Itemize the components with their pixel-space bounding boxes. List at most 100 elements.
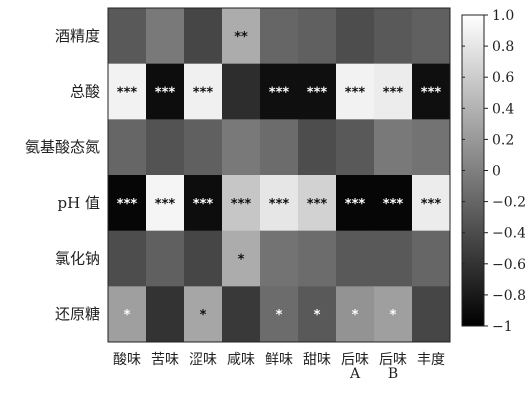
- heatmap-cell: [260, 230, 299, 287]
- colorbar-tick-label: 0.2: [492, 132, 514, 148]
- colorbar-tick-label: −0.6: [492, 257, 525, 273]
- heatmap-cell: [222, 230, 261, 287]
- heatmap-cell: [412, 175, 451, 232]
- column-label: 酸味: [113, 352, 141, 368]
- heatmap-cell: [412, 230, 451, 287]
- heatmap-cell: [374, 175, 413, 232]
- row-label: pH 值: [58, 194, 100, 212]
- heatmap-cell: [184, 8, 223, 65]
- heatmap-cell: [412, 119, 451, 176]
- plot-frame: [107, 7, 451, 343]
- row-label: 还原糖: [55, 305, 100, 323]
- heatmap-cell: [108, 8, 147, 65]
- significance-marker: ***: [421, 197, 442, 212]
- heatmap-cell: [374, 119, 413, 176]
- significance-marker: *: [200, 308, 207, 323]
- significance-marker: ***: [383, 197, 404, 212]
- column-label: 咸味: [227, 352, 255, 368]
- heatmap-cell: [184, 63, 223, 120]
- significance-marker: ***: [193, 86, 214, 101]
- heatmap-cell: [146, 63, 185, 120]
- heatmap-cell: [184, 175, 223, 232]
- heatmap-cell: [184, 286, 223, 343]
- significance-marker: ***: [155, 86, 176, 101]
- significance-marker: ***: [155, 197, 176, 212]
- heatmap-cell: [298, 119, 337, 176]
- heatmap-cell: [298, 175, 337, 232]
- heatmap-cell: [336, 230, 375, 287]
- heatmap-cell: [108, 175, 147, 232]
- heatmap-cell: [412, 286, 451, 343]
- significance-markers: ***** *** *** *** *** *** *** ****** *** *** *** **…: [117, 30, 442, 323]
- row-label: 总酸: [70, 83, 100, 101]
- heatmap-cell: [146, 8, 185, 65]
- heatmap-cell: [260, 175, 299, 232]
- heatmap-cell: [374, 286, 413, 343]
- significance-marker: *: [124, 308, 131, 323]
- colorbar-tick-label: 1.0: [492, 8, 514, 24]
- heatmap-cell: [222, 286, 261, 343]
- heatmap-cell: [146, 119, 185, 176]
- heatmap-cell: [374, 230, 413, 287]
- column-label: B: [388, 366, 398, 382]
- heatmap-cell: [260, 63, 299, 120]
- colorbar: [461, 14, 485, 327]
- significance-marker: ***: [269, 86, 290, 101]
- heatmap-cell: [412, 8, 451, 65]
- heatmap-cell: [336, 119, 375, 176]
- heatmap-cell: [184, 230, 223, 287]
- heatmap-cell: [108, 119, 147, 176]
- colorbar-tick-label: −1: [492, 319, 513, 335]
- heatmap-cell: [108, 230, 147, 287]
- heatmap-cells: [108, 8, 451, 343]
- column-label: 后味: [379, 352, 407, 368]
- colorbar-tick-label: 0.6: [492, 70, 514, 86]
- significance-marker: ***: [269, 197, 290, 212]
- heatmap-cell: [336, 175, 375, 232]
- significance-marker: *: [276, 308, 283, 323]
- column-label: A: [349, 366, 361, 382]
- row-label: 酒精度: [55, 27, 100, 45]
- heatmap-cell: [222, 8, 261, 65]
- column-label: 鲜味: [265, 352, 293, 368]
- significance-marker: ***: [307, 86, 328, 101]
- heatmap-cell: [184, 119, 223, 176]
- significance-marker: ***: [345, 86, 366, 101]
- heatmap-cell: [412, 63, 451, 120]
- heatmap-cell: [260, 119, 299, 176]
- heatmap-cell: [146, 175, 185, 232]
- significance-marker: ***: [193, 197, 214, 212]
- heatmap-cell: [298, 63, 337, 120]
- heatmap-cell: [146, 286, 185, 343]
- heatmap-cell: [108, 286, 147, 343]
- significance-marker: *: [238, 253, 245, 268]
- row-label: 氨基酸态氮: [25, 138, 100, 156]
- heatmap-cell: [108, 63, 147, 120]
- column-label: 后味: [341, 352, 369, 368]
- colorbar-tick-label: −0.4: [492, 226, 525, 242]
- significance-marker: ***: [231, 197, 252, 212]
- colorbar-ticks: 1.0 0.8 0.6 0.4 0.2 0 −0.2 −0.4 −0.6 −0.8 −1: [462, 8, 525, 335]
- significance-marker: ***: [307, 197, 328, 212]
- column-label: 苦味: [151, 352, 179, 368]
- colorbar-tick-label: 0: [492, 164, 501, 180]
- heatmap-cell: [336, 8, 375, 65]
- heatmap-cell: [298, 230, 337, 287]
- significance-marker: ***: [117, 197, 138, 212]
- significance-marker: ***: [117, 86, 138, 101]
- row-label: 氯化钠: [55, 250, 100, 268]
- significance-marker: ***: [421, 86, 442, 101]
- heatmap-cell: [222, 119, 261, 176]
- colorbar-tick-label: −0.2: [492, 195, 525, 211]
- colorbar-tick-label: −0.8: [492, 288, 525, 304]
- heatmap-cell: [298, 8, 337, 65]
- heatmap-cell: [260, 286, 299, 343]
- significance-marker: **: [234, 30, 248, 45]
- heatmap-cell: [222, 175, 261, 232]
- colorbar-tick-label: 0.8: [492, 39, 514, 55]
- heatmap-cell: [374, 8, 413, 65]
- colorbar-tick-label: 0.4: [492, 101, 514, 117]
- significance-marker: *: [390, 308, 397, 323]
